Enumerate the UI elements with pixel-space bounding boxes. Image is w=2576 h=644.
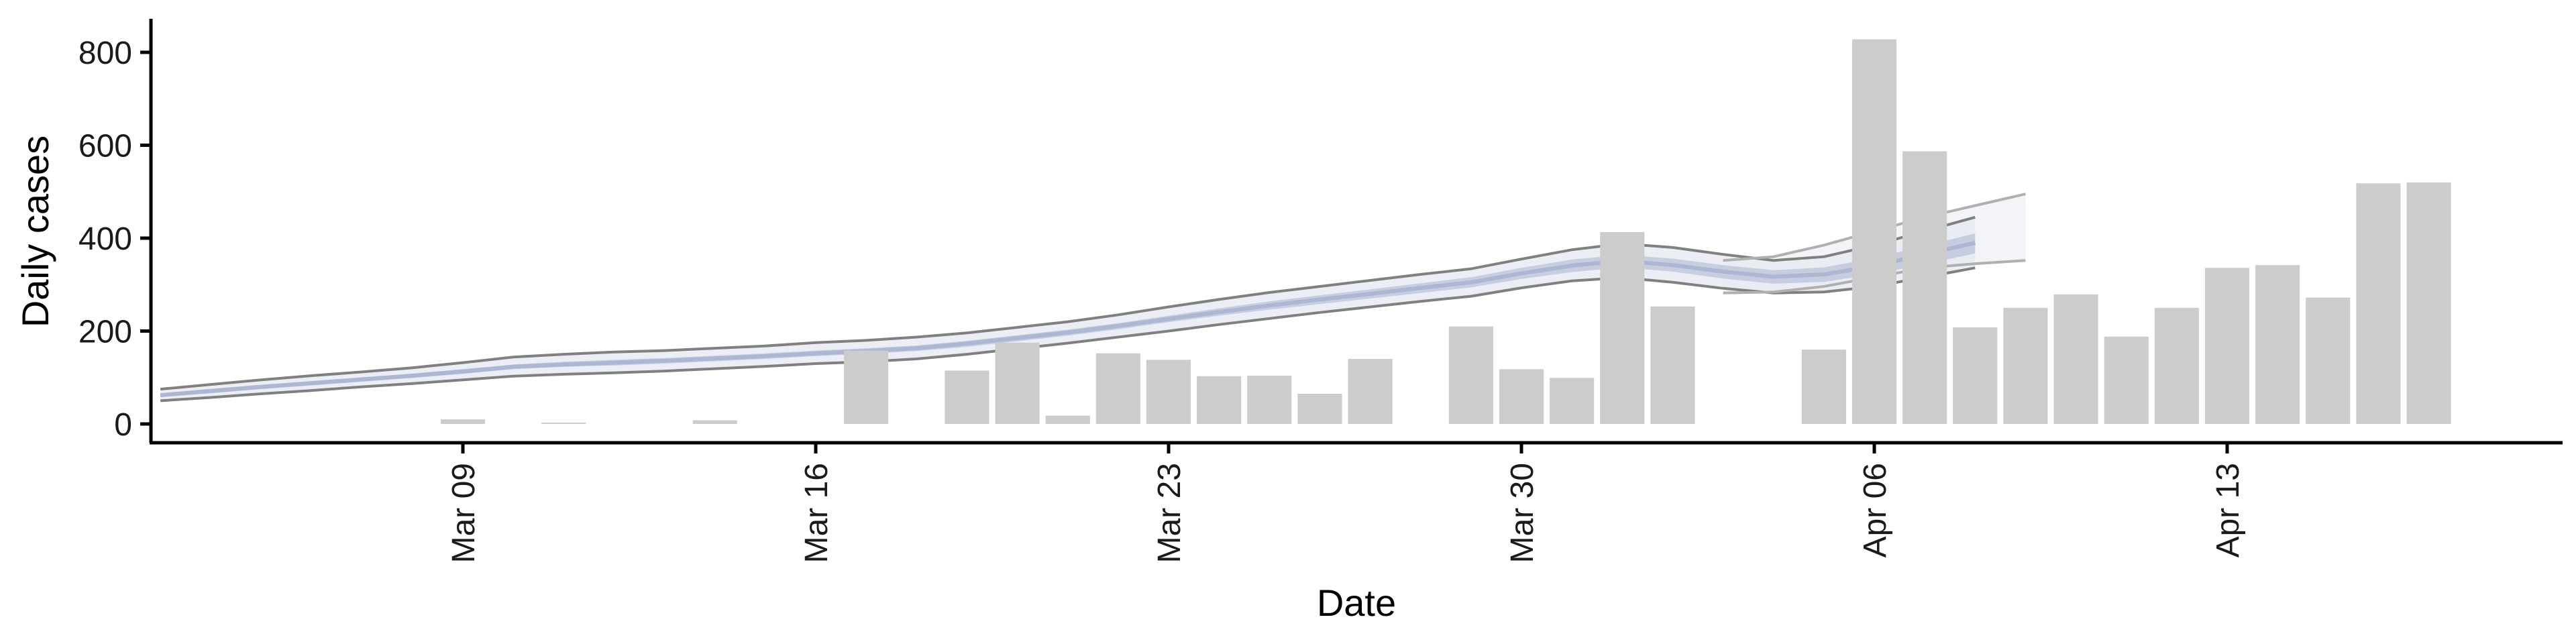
bar <box>1297 394 1342 424</box>
bar <box>1247 376 1292 424</box>
estimate-band <box>160 193 2026 402</box>
bar <box>1650 306 1695 424</box>
bar <box>1953 327 1998 424</box>
bar <box>2003 307 2048 424</box>
bar <box>2406 182 2451 424</box>
bar <box>844 350 889 424</box>
bar <box>692 420 737 424</box>
bar <box>995 342 1040 424</box>
bar <box>1448 326 1493 424</box>
bar <box>1197 376 1242 424</box>
y-axis-ticks: 0 200 400 600 800 <box>78 36 151 443</box>
daily-cases-bars <box>440 39 2451 425</box>
bar <box>1550 378 1595 424</box>
y-axis-title: Daily cases <box>14 136 56 327</box>
x-tick-label: Mar 16 <box>799 463 835 563</box>
bar <box>1499 369 1544 424</box>
y-tick-label: 0 <box>114 407 132 443</box>
bar <box>2053 294 2098 424</box>
bar <box>2154 307 2199 424</box>
x-tick-label: Apr 13 <box>2210 463 2246 557</box>
x-tick-label: Mar 09 <box>446 463 482 563</box>
bar <box>1045 415 1090 424</box>
axes <box>149 19 2563 445</box>
bar <box>1348 359 1393 424</box>
y-tick-label: 800 <box>78 36 132 71</box>
bar <box>440 419 485 424</box>
y-tick-label: 400 <box>78 221 132 257</box>
x-tick-label: Mar 30 <box>1505 463 1540 563</box>
y-tick-label: 200 <box>78 315 132 350</box>
bar <box>2306 297 2351 424</box>
bar <box>1902 151 1947 424</box>
x-axis-title: Date <box>1317 582 1396 624</box>
bar <box>1146 360 1191 424</box>
bar <box>1600 232 1645 424</box>
bar <box>2104 336 2149 424</box>
bar <box>2255 265 2300 424</box>
bar <box>2356 183 2401 424</box>
band-upper-line <box>160 215 1976 391</box>
band-outer <box>160 217 1976 401</box>
y-tick-label: 600 <box>78 129 132 164</box>
bar <box>1851 39 1896 425</box>
bar <box>1801 350 1846 424</box>
band-center-line <box>160 240 1976 398</box>
bar <box>541 422 586 424</box>
band-lower-line <box>160 266 1976 402</box>
bar <box>945 370 989 424</box>
bar <box>1095 353 1140 424</box>
x-tick-label: Mar 23 <box>1152 463 1187 563</box>
bar <box>2204 268 2249 424</box>
x-axis-ticks: Mar 09 Mar 16 Mar 23 Mar 30 Apr 06 Apr 13 <box>446 443 2246 563</box>
x-tick-label: Apr 06 <box>1858 463 1893 557</box>
